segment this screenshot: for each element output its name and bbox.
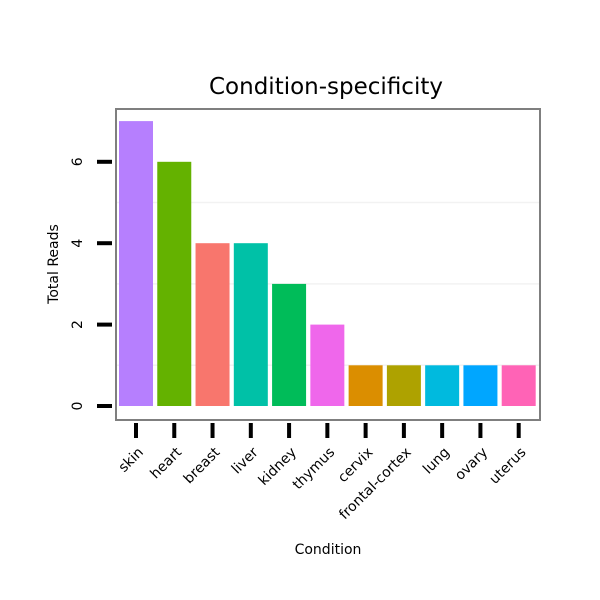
bar-ovary bbox=[463, 365, 498, 406]
x-tick-label-ovary: ovary bbox=[452, 445, 491, 484]
bars bbox=[119, 121, 536, 406]
bar-liver bbox=[233, 243, 268, 406]
chart-title: Condition-specificity bbox=[209, 74, 443, 100]
bar-thymus bbox=[310, 324, 345, 406]
x-tick-label-uterus: uterus bbox=[486, 445, 529, 488]
bar-frontal-cortex bbox=[386, 365, 421, 406]
bar-heart bbox=[157, 161, 192, 406]
bar-cervix bbox=[348, 365, 383, 406]
x-axis-label: Condition bbox=[295, 542, 362, 558]
bar-lung bbox=[425, 365, 460, 406]
bar-kidney bbox=[272, 283, 307, 406]
y-tick-label: 4 bbox=[70, 239, 86, 248]
y-tick-label: 0 bbox=[70, 402, 86, 411]
y-tick-label: 2 bbox=[70, 320, 86, 329]
y-axis-label: Total Reads bbox=[46, 224, 62, 305]
bar-breast bbox=[195, 243, 230, 406]
y-axis: 0 2 4 6 bbox=[70, 157, 112, 410]
bar-uterus bbox=[501, 365, 536, 406]
x-tick-label-liver: liver bbox=[229, 444, 262, 477]
x-tick-label-thymus: thymus bbox=[290, 445, 338, 493]
bar-skin bbox=[119, 121, 153, 406]
x-tick-label-breast: breast bbox=[181, 444, 224, 487]
x-tick-label-lung: lung bbox=[420, 445, 453, 478]
x-tick-label-heart: heart bbox=[147, 444, 185, 482]
y-tick-label: 6 bbox=[70, 157, 86, 166]
x-tick-label-skin: skin bbox=[116, 445, 147, 476]
